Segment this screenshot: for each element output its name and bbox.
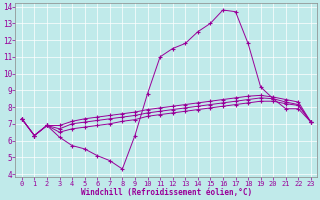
X-axis label: Windchill (Refroidissement éolien,°C): Windchill (Refroidissement éolien,°C) bbox=[81, 188, 252, 197]
